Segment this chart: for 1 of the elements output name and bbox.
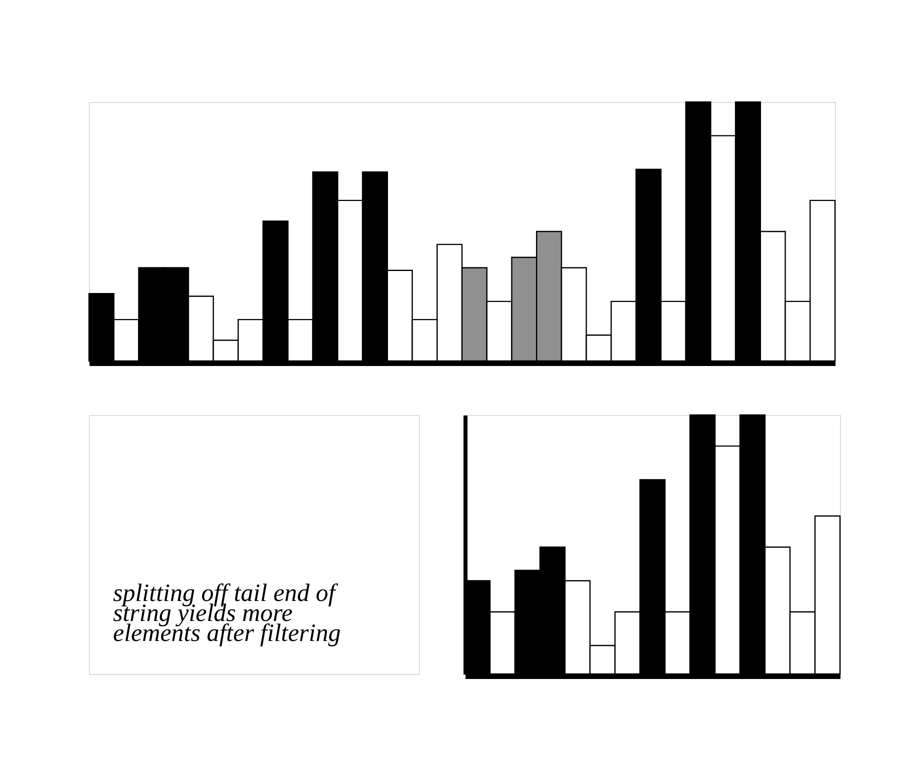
- text: splitting off tail end of string yields more elements after filtering: [113, 580, 341, 647]
